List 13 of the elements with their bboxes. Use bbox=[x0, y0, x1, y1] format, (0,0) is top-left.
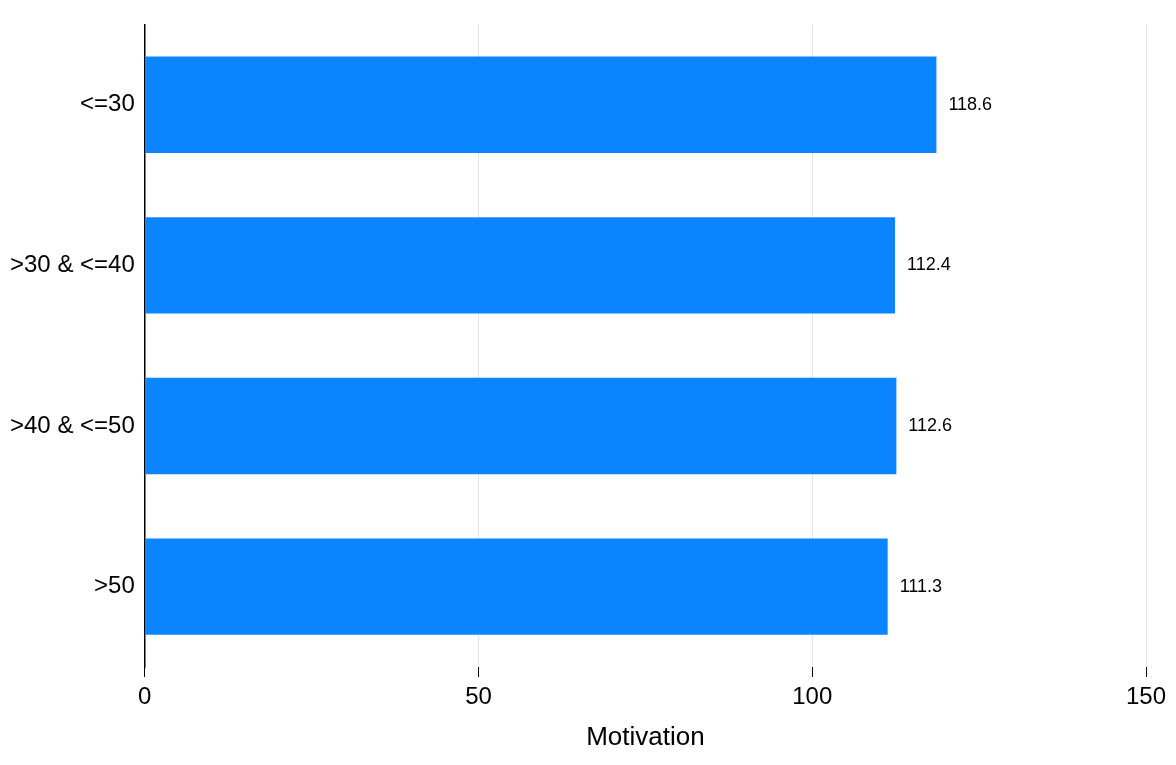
y-tick-label: >30 & <=40 bbox=[10, 250, 135, 277]
x-tick-label: 100 bbox=[792, 682, 833, 710]
data-label: 118.6 bbox=[948, 93, 993, 114]
x-tick-label: 50 bbox=[465, 682, 492, 710]
x-tick-label: 0 bbox=[138, 682, 152, 710]
y-tick-label: <=30 bbox=[80, 89, 135, 117]
x-tick-label: 150 bbox=[1125, 682, 1167, 710]
data-label: 112.4 bbox=[907, 254, 951, 275]
x-axis-title: Motivation bbox=[586, 720, 705, 751]
y-tick-label: >50 bbox=[94, 571, 135, 599]
data-label: 111.3 bbox=[899, 575, 943, 596]
y-tick-label: >40 & <=50 bbox=[10, 410, 135, 438]
data-label: 112.6 bbox=[908, 414, 953, 435]
